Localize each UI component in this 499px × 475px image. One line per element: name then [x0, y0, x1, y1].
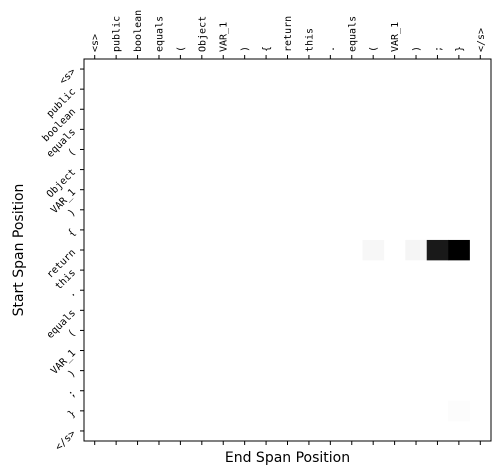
y-tick-label: ;: [66, 388, 78, 400]
x-tick-label: equals: [154, 16, 165, 52]
heatmap-cell: [426, 239, 449, 261]
y-tick-label: ): [66, 368, 78, 380]
x-tick-label: return: [283, 16, 294, 52]
x-tick-label: VAR_1: [390, 22, 401, 52]
heatmap-cells: [362, 239, 470, 422]
x-axis-ticks: <s> public boolean equals ( Object VAR_1) { retu…: [90, 10, 487, 445]
x-tick-label: (: [369, 46, 380, 52]
y-tick-label: {: [66, 227, 78, 239]
x-tick-label: <s>: [90, 34, 101, 52]
y-tick-label: </s>: [53, 428, 78, 453]
y-tick-label: <s>: [58, 66, 79, 87]
x-tick-label: ;: [433, 46, 444, 52]
y-tick-label: ): [66, 207, 78, 219]
y-tick-label: (: [66, 328, 78, 340]
y-tick-label: }: [66, 408, 78, 420]
y-axis-ticks: <s>publicbooleanequals(ObjectVAR_1){retu…: [41, 66, 84, 453]
x-tick-label: Object: [197, 16, 208, 52]
x-tick-label: ): [240, 46, 251, 52]
x-tick-label: equals: [347, 16, 358, 52]
x-axis-label: End Span Position: [225, 450, 350, 466]
heatmap-cell: [405, 239, 428, 261]
x-tick-label: ): [412, 46, 423, 52]
x-tick-label: (: [176, 46, 187, 52]
y-tick-label: (: [66, 147, 78, 159]
x-tick-label: public: [112, 16, 123, 52]
heatmap-cell: [448, 400, 470, 422]
x-tick-label: VAR_1: [219, 22, 230, 52]
x-tick-label: </s>: [476, 28, 487, 52]
x-tick-label: .: [326, 46, 337, 52]
x-tick-label: boolean: [133, 10, 144, 52]
heatmap-cell: [362, 239, 385, 261]
heatmap-cell: [448, 239, 470, 261]
y-tick-label: .: [66, 288, 78, 300]
x-tick-label: {: [262, 46, 273, 52]
y-axis-label: Start Span Position: [11, 184, 27, 317]
x-tick-label: }: [454, 46, 465, 52]
x-tick-label: this: [304, 28, 315, 52]
